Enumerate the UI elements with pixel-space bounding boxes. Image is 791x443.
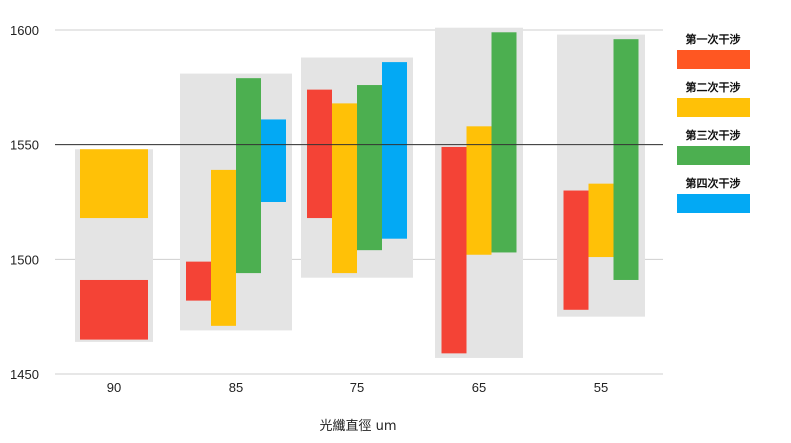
bar-75-series-2	[332, 103, 357, 274]
legend-swatch-1	[677, 50, 750, 69]
bar-75-series-1	[307, 89, 332, 219]
y-axis-ticks: 1450 1500 1550 1600	[10, 23, 39, 382]
bar-65-series-1	[441, 146, 467, 354]
x-tick-label: 90	[107, 380, 121, 395]
bar-85-series-1	[186, 261, 211, 301]
legend-label-3: 第三次干涉	[686, 128, 741, 142]
y-tick-label: 1500	[10, 252, 39, 267]
x-tick-label: 65	[472, 380, 486, 395]
bar-55-series-1	[563, 190, 589, 310]
bar-55-series-3	[613, 39, 639, 280]
y-tick-label: 1550	[10, 138, 39, 153]
legend-label-1: 第一次干涉	[686, 32, 741, 46]
bar-90-series-2	[80, 149, 148, 219]
bar-75-series-4	[382, 62, 407, 239]
legend-label-2: 第二次干涉	[686, 80, 741, 94]
x-axis-ticks: 90 85 75 65 55	[107, 380, 608, 395]
bar-85-series-2	[211, 169, 236, 326]
x-tick-label: 55	[594, 380, 608, 395]
bar-85-series-4	[261, 119, 286, 202]
bars	[80, 32, 639, 354]
bar-85-series-3	[236, 78, 261, 274]
bar-65-series-3	[491, 32, 517, 253]
bar-90-series-1	[80, 279, 148, 340]
legend-swatch-3	[677, 146, 750, 165]
bar-55-series-2	[588, 183, 614, 258]
x-tick-label: 85	[229, 380, 243, 395]
bar-65-series-2	[466, 126, 492, 255]
x-axis-label: 光纖直徑 um	[319, 419, 396, 434]
x-tick-label: 75	[350, 380, 364, 395]
bar-75-series-3	[357, 85, 382, 251]
y-tick-label: 1450	[10, 367, 39, 382]
legend-swatch-4	[677, 194, 750, 213]
y-tick-label: 1600	[10, 23, 39, 38]
legend-label-4: 第四次干涉	[686, 176, 741, 190]
legend-swatch-2	[677, 98, 750, 117]
